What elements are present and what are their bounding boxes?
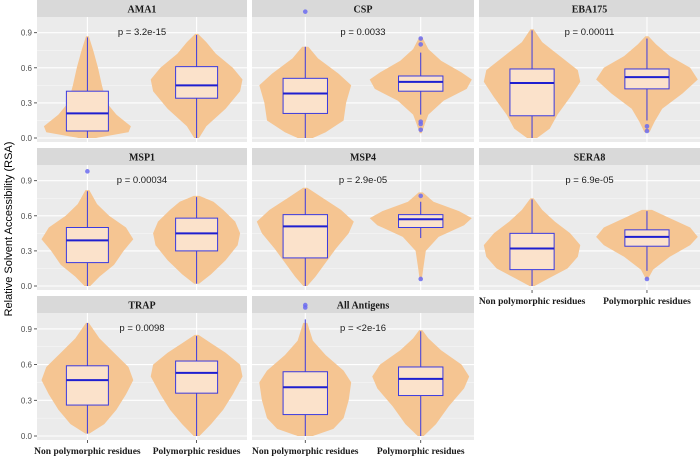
- panel-strip: [252, 296, 474, 313]
- panel-title: AMA1: [128, 5, 157, 16]
- group-non-polymorphic: [259, 9, 352, 139]
- group-polymorphic: [153, 195, 241, 284]
- group-polymorphic: [150, 33, 243, 138]
- panel-title: MSP1: [129, 153, 155, 164]
- y-tick-label: 0.9: [21, 29, 33, 38]
- panel-sera8: SERA8 p = 6.9e-05 Non polymorphic residues…: [479, 148, 700, 307]
- group-non-polymorphic: [41, 322, 134, 434]
- box: [175, 217, 219, 252]
- outlier-point: [302, 9, 308, 14]
- panel-strip: [252, 148, 474, 165]
- panel-trap: TRAP 0.0 0.3 0.6 0.9 p = 0.0098 Non polymorphi…: [21, 296, 247, 457]
- group-non-polymorphic: [483, 198, 581, 286]
- group-polymorphic: [369, 192, 472, 282]
- panel-strip: [479, 0, 700, 17]
- p-value-label: p = 0.00011: [565, 27, 615, 38]
- y-tick-label: 0.0: [21, 134, 33, 143]
- outlier-point: [85, 169, 90, 174]
- p-value-label: p = 0.0098: [119, 323, 164, 334]
- panel-strip: [37, 296, 247, 313]
- box: [509, 232, 555, 271]
- outlier-point: [418, 276, 424, 282]
- y-tick-label: 0.3: [21, 396, 33, 405]
- y-tick-label: 0.3: [21, 99, 33, 108]
- x-tick-label: Non polymorphic residues: [252, 447, 359, 457]
- box: [175, 66, 219, 99]
- box: [282, 371, 328, 416]
- outlier-point: [418, 127, 424, 133]
- x-tick-label: Polymorphic residues: [377, 447, 465, 457]
- y-tick-label: 0.0: [21, 432, 33, 441]
- box: [65, 90, 109, 132]
- p-value-label: p = 0.0033: [340, 27, 385, 38]
- y-tick-label: 0.9: [21, 325, 33, 334]
- outlier-point: [418, 36, 424, 41]
- box: [398, 214, 444, 229]
- box: [509, 68, 555, 117]
- outlier-point: [644, 276, 650, 282]
- outlier-point: [418, 119, 424, 124]
- x-tick-label: Non polymorphic residues: [479, 297, 586, 307]
- y-tick-label: 0.6: [21, 64, 33, 73]
- x-tick-label: Polymorphic residues: [153, 447, 241, 457]
- panel-strip: [37, 0, 247, 17]
- box: [282, 214, 328, 259]
- group-polymorphic: [369, 36, 472, 134]
- y-tick-label: 0.9: [21, 177, 33, 186]
- group-non-polymorphic: [43, 36, 131, 139]
- group-polymorphic: [150, 334, 243, 436]
- panel-strip: [252, 0, 474, 17]
- group-non-polymorphic: [256, 187, 354, 286]
- outlier-point: [418, 193, 424, 199]
- box: [282, 77, 328, 114]
- group-polymorphic: [596, 209, 698, 282]
- panel-msp1: MSP1 0.0 0.3 0.6 0.9 p = 0.00034: [21, 148, 247, 291]
- x-tick-label: Polymorphic residues: [603, 297, 691, 307]
- group-polymorphic: [596, 36, 698, 134]
- y-tick-label: 0.6: [21, 361, 33, 370]
- outlier-point: [644, 124, 650, 129]
- group-non-polymorphic: [259, 302, 352, 436]
- box: [398, 75, 444, 92]
- box: [65, 365, 109, 406]
- panel-title: CSP: [354, 5, 373, 16]
- box: [624, 68, 670, 90]
- panel-all-antigens: All Antigens p = <2e-16 Non polymorphic re…: [252, 296, 474, 457]
- x-tick-label: Non polymorphic residues: [34, 447, 141, 457]
- outlier-point: [418, 42, 424, 47]
- p-value-label: p = 0.00034: [117, 175, 167, 186]
- p-value-label: p = 3.2e-15: [118, 27, 166, 38]
- panel-ama1: AMA1 0.0 0.3 0.6 0.9 p = 3.2e-15: [21, 0, 247, 143]
- group-non-polymorphic: [41, 169, 134, 286]
- p-value-label: p = <2e-16: [340, 323, 386, 334]
- box: [65, 227, 109, 264]
- y-tick-label: 0.3: [21, 247, 33, 256]
- y-tick-label: 0.0: [21, 282, 33, 291]
- box: [398, 366, 444, 397]
- box: [175, 360, 219, 394]
- panel-title: MSP4: [350, 153, 376, 164]
- panel-eba175: EBA175 p = 0.00011: [479, 0, 700, 142]
- group-polymorphic: [372, 330, 470, 436]
- y-tick-label: 0.6: [21, 212, 33, 221]
- panel-strip: [479, 148, 700, 165]
- panel-csp: CSP p = 0.0033: [252, 0, 474, 142]
- p-value-label: p = 2.9e-05: [339, 175, 387, 186]
- panel-title: TRAP: [128, 301, 155, 312]
- outlier-point: [302, 302, 308, 308]
- group-non-polymorphic: [483, 29, 581, 139]
- panel-title: SERA8: [574, 153, 606, 164]
- panel-msp4: MSP4 p = 2.9e-05: [252, 148, 474, 290]
- panel-title: EBA175: [572, 5, 608, 16]
- panel-strip: [37, 148, 247, 165]
- panel-title: All Antigens: [337, 301, 390, 312]
- box: [624, 229, 670, 247]
- p-value-label: p = 6.9e-05: [565, 175, 613, 186]
- outlier-point: [644, 128, 650, 134]
